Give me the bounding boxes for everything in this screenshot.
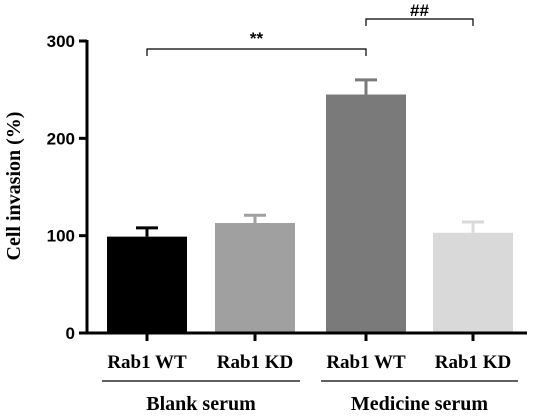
category-label-2: Rab1 KD [217,352,294,373]
significance-layer: ** ## [146,1,474,56]
category-label-3: Rab1 WT [326,352,406,373]
bar-4 [433,232,513,333]
category-label-4: Rab1 KD [435,352,512,373]
significance-label-2: ## [410,1,429,20]
category-label-1: Rab1 WT [107,352,187,373]
y-tick-label-100: 100 [47,227,75,246]
error-bars-layer [136,78,484,237]
y-tick-label-300: 300 [47,32,75,51]
y-tick-label-0: 0 [66,324,75,343]
group-label-1: Blank serum [146,393,256,415]
significance-label-1: ** [250,29,264,48]
group-label-2: Medicine serum [351,393,489,415]
bar-3 [326,94,406,334]
y-axis-title: Cell invasion (%) [3,112,25,261]
bars-layer [107,94,513,334]
bar-2 [215,223,295,333]
axes-layer: 0 100 200 300 [47,32,527,343]
bar-1 [107,236,187,333]
significance-bracket-1 [146,48,367,56]
y-tick-label-200: 200 [47,129,75,148]
labels-layer: Rab1 WT Rab1 KD Rab1 WT Rab1 KD Blank serum M… [102,352,518,415]
significance-bracket-2 [365,18,474,26]
